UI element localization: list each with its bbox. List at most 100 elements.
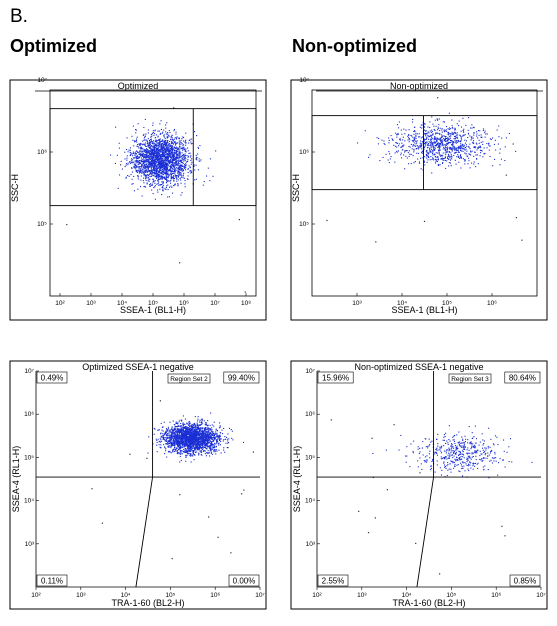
scatter-point xyxy=(156,174,158,176)
scatter-point xyxy=(142,134,144,136)
scatter-point xyxy=(180,426,182,428)
scatter-point xyxy=(157,157,159,159)
scatter-point xyxy=(498,136,500,138)
scatter-point xyxy=(169,441,171,443)
scatter-point xyxy=(149,142,151,144)
scatter-point xyxy=(425,144,427,146)
scatter-point xyxy=(396,146,398,148)
scatter-point xyxy=(139,163,141,165)
scatter-point xyxy=(402,145,404,147)
scatter-point xyxy=(205,422,207,424)
scatter-point xyxy=(408,155,410,157)
scatter-point xyxy=(193,450,195,452)
scatter-point xyxy=(136,157,138,159)
scatter-point xyxy=(414,161,416,163)
scatter-point xyxy=(171,142,173,144)
scatter-point xyxy=(185,151,187,153)
scatter-point xyxy=(170,171,172,173)
scatter-point xyxy=(146,183,148,185)
scatter-point xyxy=(473,142,475,144)
scatter-point xyxy=(448,158,450,160)
scatter-point xyxy=(149,150,151,152)
scatter-point xyxy=(163,152,165,154)
scatter-point xyxy=(424,156,426,158)
scatter-point xyxy=(431,131,433,133)
scatter-point xyxy=(142,168,144,170)
scatter-point xyxy=(178,437,180,439)
scatter-point xyxy=(141,151,143,153)
scatter-point xyxy=(425,150,427,152)
scatter-point xyxy=(145,139,147,141)
scatter-point xyxy=(369,154,371,156)
scatter-point xyxy=(185,161,187,163)
scatter-point xyxy=(227,442,229,444)
scatter-point xyxy=(476,154,478,156)
scatter-point xyxy=(174,168,176,170)
scatter-point xyxy=(147,132,149,134)
scatter-point xyxy=(155,140,157,142)
scatter-point xyxy=(452,144,454,146)
scatter-point xyxy=(471,124,473,126)
scatter-point xyxy=(172,160,174,162)
scatter-point xyxy=(162,434,164,436)
scatter-point xyxy=(177,422,179,424)
scatter-point xyxy=(149,171,151,173)
scatter-point xyxy=(382,156,384,158)
scatter-point xyxy=(148,161,150,163)
scatter-point xyxy=(187,444,189,446)
scatter-point xyxy=(464,163,466,165)
scatter-point xyxy=(176,149,178,151)
scatter-point xyxy=(412,144,414,146)
scatter-point xyxy=(178,168,180,170)
scatter-point xyxy=(169,147,171,149)
scatter-point xyxy=(172,449,174,451)
scatter-point xyxy=(156,172,158,174)
scatter-point xyxy=(164,155,166,157)
scatter-point xyxy=(209,429,211,431)
scatter-point xyxy=(408,134,410,136)
scatter-point xyxy=(207,430,209,432)
scatter-point xyxy=(196,423,198,425)
scatter-point xyxy=(161,165,163,167)
scatter-point xyxy=(131,168,133,170)
scatter-point xyxy=(131,162,133,164)
scatter-point xyxy=(164,161,166,163)
scatter-point xyxy=(166,180,168,182)
scatter-point xyxy=(457,155,459,157)
plot-title: Non-optimized xyxy=(390,81,448,91)
scatter-point xyxy=(473,132,475,134)
scatter-point xyxy=(184,165,186,167)
scatter-point xyxy=(135,129,137,131)
scatter-point xyxy=(210,432,212,434)
scatter-point xyxy=(135,166,137,168)
scatter-point xyxy=(216,440,218,442)
scatter-point xyxy=(140,146,142,148)
scatter-point xyxy=(154,176,156,178)
scatter-point xyxy=(201,445,203,447)
scatter-point xyxy=(444,152,446,154)
scatter-point xyxy=(185,142,187,144)
plot-optimized-quadrant: Optimized SSEA-1 negative Region Set 2 0.4… xyxy=(6,359,268,616)
scatter-point xyxy=(141,155,143,157)
scatter-point xyxy=(388,151,390,153)
scatter-point xyxy=(184,186,186,188)
scatter-point xyxy=(460,137,462,139)
scatter-point xyxy=(155,159,157,161)
scatter-point xyxy=(189,431,191,433)
scatter-point xyxy=(175,421,177,423)
scatter-point xyxy=(212,437,214,439)
scatter-point xyxy=(136,162,138,164)
scatter-point xyxy=(482,141,484,143)
scatter-point xyxy=(193,431,195,433)
scatter-point xyxy=(400,154,402,156)
scatter-point xyxy=(184,140,186,142)
scatter-point xyxy=(437,158,439,160)
scatter-point xyxy=(165,437,167,439)
scatter-point xyxy=(451,150,453,152)
scatter-point xyxy=(216,449,218,451)
scatter-point xyxy=(193,446,195,448)
scatter-point xyxy=(441,139,443,141)
scatter-point xyxy=(211,427,213,429)
scatter-point xyxy=(175,137,177,139)
scatter-point xyxy=(197,433,199,435)
